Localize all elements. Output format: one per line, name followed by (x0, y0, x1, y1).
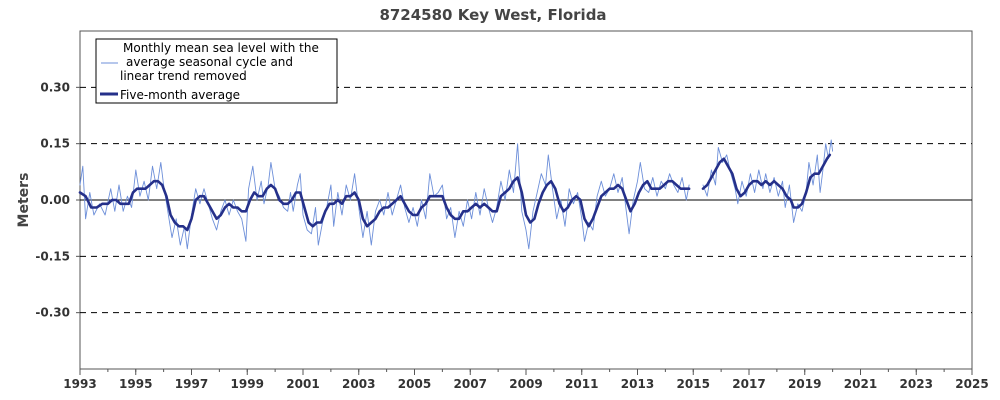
y-axis-ticks: 0.30 0.15 0.00 -0.15 -0.30 (35, 80, 80, 320)
legend-box (95, 38, 338, 104)
y-tick-label: -0.15 (35, 249, 70, 263)
legend-five-month-label: Five-month average (120, 88, 240, 102)
legend-monthly-label-line-2: average seasonal cycle and (126, 55, 293, 69)
x-tick-label: 2023 (900, 377, 933, 391)
x-tick-label: 2001 (286, 377, 319, 391)
x-tick-label: 2017 (732, 377, 765, 391)
x-tick-label: 1997 (175, 377, 208, 391)
x-axis-ticks: 1993 1995 1997 1999 2001 2003 2005 2007 2009 2011… (63, 369, 989, 391)
x-tick-label: 2011 (565, 377, 598, 391)
legend: Monthly mean sea level with the average … (95, 38, 338, 104)
x-tick-label: 2019 (788, 377, 821, 391)
y-axis-label: Meters (16, 173, 32, 228)
y-tick-label: 0.15 (40, 137, 70, 151)
x-tick-label: 2013 (621, 377, 654, 391)
x-tick-label: 1993 (63, 377, 96, 391)
five-month-average-line (78, 176, 691, 232)
x-tick-label: 2003 (342, 377, 375, 391)
legend-monthly-label-line-3: linear trend removed (120, 69, 247, 83)
x-tick-label: 2005 (398, 377, 431, 391)
y-tick-label: 0.30 (40, 80, 70, 94)
x-tick-label: 2015 (677, 377, 710, 391)
x-tick-label: 1999 (231, 377, 264, 391)
y-tick-label: 0.00 (40, 193, 70, 207)
monthly-mean-line (702, 139, 834, 223)
x-tick-label: 2009 (509, 377, 542, 391)
legend-monthly-label-line-1: Monthly mean sea level with the (123, 41, 319, 55)
chart-title: 8724580 Key West, Florida (379, 6, 606, 24)
five-month-average-line (701, 153, 832, 209)
x-tick-label: 2021 (844, 377, 877, 391)
x-tick-label: 1995 (119, 377, 152, 391)
x-tick-label: 2025 (955, 377, 988, 391)
y-tick-label: -0.30 (35, 306, 70, 320)
x-tick-label: 2007 (454, 377, 487, 391)
series-layer (78, 139, 834, 250)
